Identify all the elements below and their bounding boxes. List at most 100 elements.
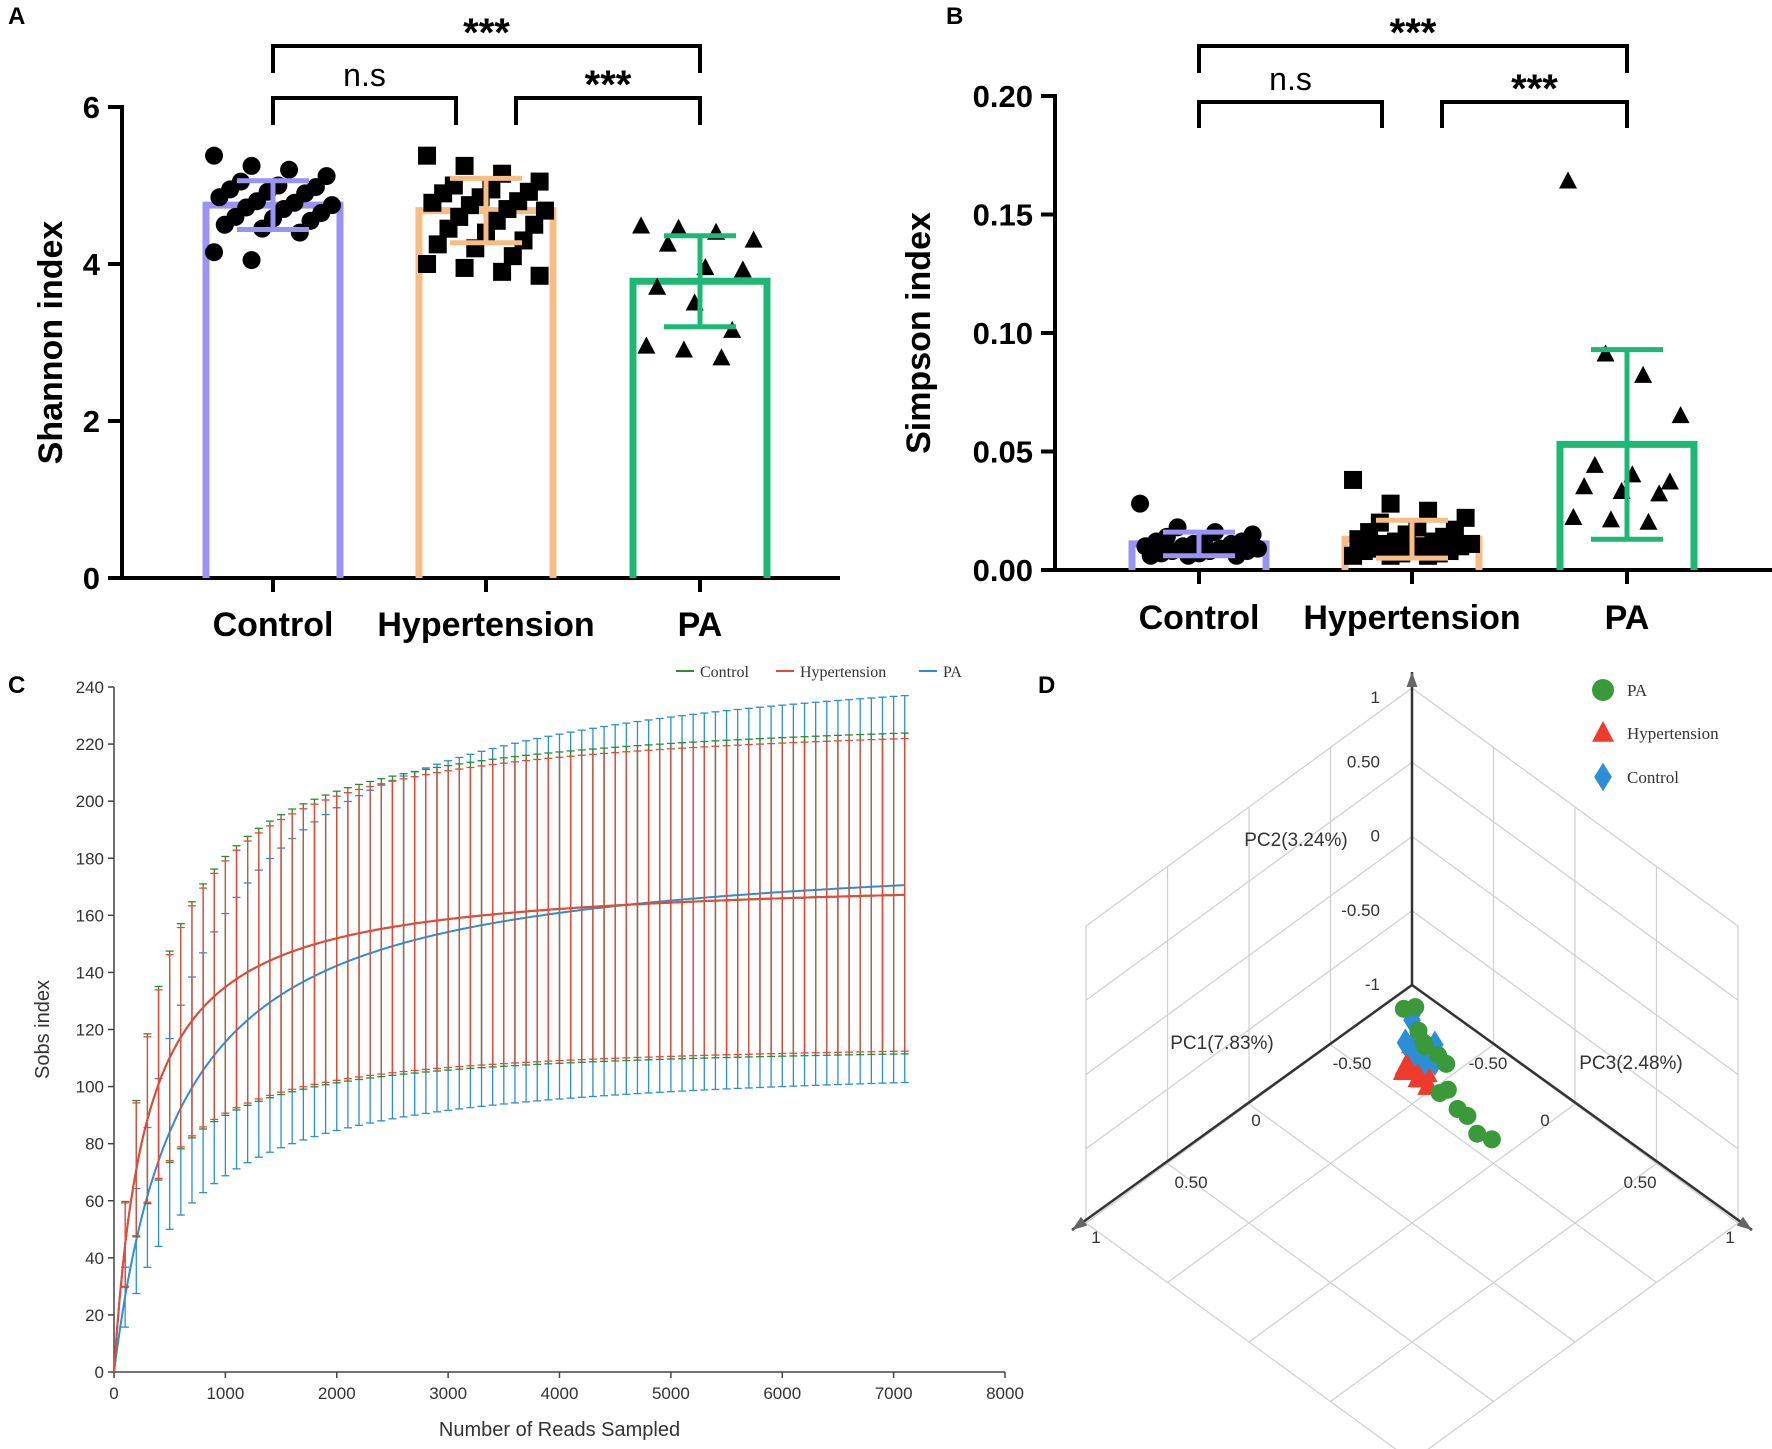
data-point: [205, 146, 224, 165]
legend-label: PA: [943, 664, 962, 681]
legend-label: Control: [1627, 768, 1679, 787]
y-tick-label: 120: [76, 1021, 104, 1040]
data-point: [1437, 1054, 1456, 1073]
y-tick-label: 0.00: [973, 553, 1033, 588]
y-tick-label: 160: [76, 906, 104, 925]
data-point: [242, 251, 261, 270]
data-point: [242, 156, 261, 175]
data-point: [301, 211, 320, 230]
x-tick-label: Hypertension: [1303, 599, 1520, 637]
y-tick-label: 0.20: [973, 79, 1033, 114]
grid-line: [1085, 1222, 1397, 1449]
data-point: [428, 235, 447, 254]
grid-line: [1085, 836, 1413, 1075]
mean-curve: [113, 884, 905, 1373]
data-point: [1671, 406, 1690, 424]
pc1-axis-label: PC1(7.83%): [1170, 1033, 1274, 1054]
y-tick-label: 0: [83, 561, 100, 596]
legend-item: Hypertension: [1592, 720, 1719, 743]
series-control: [113, 732, 909, 1373]
significance-label: ***: [463, 11, 510, 55]
pcoa-3d-scatter: 1 0.50 0 -0.50 -1 -0.50 0 0.50 1 -0.50 0 0.50 1 PC2(3…: [1071, 672, 1753, 1449]
bar: [415, 207, 557, 578]
x-tick-label: 2000: [318, 1384, 356, 1403]
shannon-bar-chart: 0 2 4 6 Shannon index Control Hypertension PA **…: [32, 11, 840, 644]
y-tick-label: 60: [85, 1192, 104, 1211]
x-tick-label: 7000: [875, 1384, 913, 1403]
data-point: [1381, 494, 1400, 513]
data-point: [1559, 171, 1578, 189]
data-point: [1406, 998, 1425, 1017]
x-tick-label: PA: [1605, 599, 1650, 637]
significance-bracket: [271, 96, 458, 125]
axis-right-arrow: [1736, 1216, 1752, 1230]
data-point: [210, 188, 229, 207]
x-tick-label: 0: [109, 1384, 118, 1403]
x-tick-label: 6000: [763, 1384, 801, 1403]
significance-bracket: [1197, 44, 1629, 73]
points-pa: [1394, 998, 1501, 1149]
grid-line: [1411, 836, 1739, 1075]
data-point: [1650, 484, 1669, 502]
y-tick-label: 240: [76, 678, 104, 697]
data-point: [1416, 1037, 1435, 1056]
data-point: [280, 160, 299, 179]
vertical-tick-label: 0.50: [1347, 752, 1380, 771]
pc2-axis-label: PC2(3.24%): [1244, 830, 1348, 851]
y-tick-label: 140: [76, 963, 104, 982]
y-tick-label: 40: [85, 1249, 104, 1268]
y-tick-label: 0.05: [973, 435, 1033, 470]
data-point: [423, 193, 442, 212]
data-point: [215, 215, 234, 234]
grid: [1085, 687, 1739, 1449]
data-point: [525, 215, 544, 234]
y-tick-label: 100: [76, 1078, 104, 1097]
right-tick-label: -0.50: [1469, 1054, 1508, 1073]
significance-label: ***: [585, 63, 632, 107]
y-tick-label: 0: [95, 1363, 104, 1382]
data-point: [1131, 494, 1150, 513]
grid-line: [1248, 1103, 1576, 1343]
data-point: [1392, 1059, 1415, 1081]
data-point: [1634, 365, 1653, 383]
legend-label: PA: [1627, 681, 1648, 700]
y-tick-label: 0.10: [973, 316, 1033, 351]
grid-line: [1411, 761, 1739, 1001]
legend-item: PA: [1592, 679, 1648, 701]
grid-line: [1167, 1163, 1494, 1402]
vertical-tick-label: -0.50: [1341, 901, 1380, 920]
data-point: [658, 234, 677, 252]
data-point: [1639, 512, 1658, 530]
legend-item: Hypertension: [776, 664, 886, 681]
pc3-axis-label: PC3(2.48%): [1579, 1053, 1683, 1074]
x-tick-label: 5000: [652, 1384, 690, 1403]
y-tick-label: 6: [83, 90, 100, 125]
y-axis-title: Shannon index: [32, 221, 70, 465]
data-point: [439, 219, 458, 238]
axis-right: [1411, 983, 1753, 1232]
data-point: [1564, 507, 1583, 526]
bar: [202, 201, 344, 578]
significance-label: ***: [1511, 67, 1558, 111]
data-point: [418, 255, 437, 273]
panel-label-a: A: [8, 3, 25, 30]
data-point: [535, 201, 554, 220]
left-tick-label: -0.50: [1333, 1054, 1372, 1073]
legend-marker: [1592, 720, 1614, 742]
x-tick-label: 3000: [429, 1384, 467, 1403]
data-point: [1458, 1106, 1477, 1125]
grid-line: [1330, 1163, 1657, 1402]
data-point: [1438, 1080, 1457, 1099]
data-point: [1601, 510, 1620, 528]
data-point: [205, 243, 224, 262]
data-point: [1660, 472, 1679, 490]
x-tick-label: Hypertension: [377, 606, 594, 644]
y-tick-label: 180: [76, 849, 104, 868]
data-point: [674, 340, 693, 358]
left-tick-label: 0.50: [1174, 1173, 1207, 1192]
vertical-tick-label: 1: [1371, 688, 1380, 707]
significance-label: n.s: [1269, 61, 1312, 97]
axis-left: [1071, 983, 1413, 1232]
data-point: [503, 247, 522, 266]
